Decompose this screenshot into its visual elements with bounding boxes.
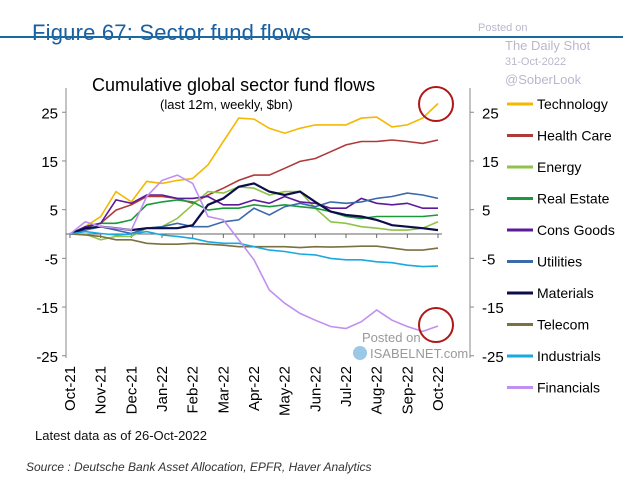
series-line-financials: [69, 174, 439, 333]
highlight-circle-financials: [418, 307, 454, 343]
y-tick-label-right: 25: [482, 105, 499, 122]
series-line-real-estate: [69, 199, 439, 235]
x-tick-label: Feb-22: [185, 366, 202, 414]
watermark-posted-on: Posted on: [478, 22, 528, 34]
source-note: Source : Deutsche Bank Asset Allocation,…: [26, 460, 372, 474]
series-line-cons-goods: [69, 194, 438, 235]
legend-label: Materials: [537, 285, 594, 301]
series-line-health-care: [69, 139, 439, 235]
x-tick-label: Jun-22: [307, 366, 324, 412]
legend-label: Utilities: [537, 254, 582, 270]
isabelnet-globe-icon: [353, 346, 367, 360]
y-tick-label: 15: [41, 154, 58, 171]
y-tick-label-right: -15: [482, 300, 504, 317]
y-tick-label-right: 5: [482, 203, 490, 220]
y-tick-label: 25: [41, 105, 58, 122]
legend-label: Health Care: [537, 128, 612, 144]
y-tick-label-right: -25: [482, 349, 504, 366]
series-line-energy: [70, 185, 439, 241]
y-tick-label-right: 15: [482, 154, 499, 171]
chart-subtitle: (last 12m, weekly, $bn): [160, 97, 293, 112]
legend-label: Cons Goods: [537, 222, 615, 238]
watermark-isabel-site: ISABELNET.com: [370, 346, 468, 361]
legend-label: Financials: [537, 380, 600, 396]
x-tick-label: Apr-22: [246, 366, 263, 411]
watermark-site: The Daily Shot: [505, 38, 591, 53]
y-tick-label: 5: [50, 203, 58, 220]
legend-label: Telecom: [537, 317, 589, 333]
x-tick-label: Oct-21: [62, 366, 79, 411]
chart-title: Cumulative global sector fund flows: [92, 75, 375, 95]
watermark-isabel-posted: Posted on: [362, 330, 421, 345]
x-tick-label: Jul-22: [338, 366, 355, 407]
watermark-date: 31-Oct-2022: [505, 56, 567, 68]
x-tick-label: Dec-21: [123, 366, 140, 414]
legend-label: Real Estate: [537, 191, 610, 207]
x-tick-label: May-22: [277, 366, 294, 416]
y-tick-label: -25: [36, 349, 58, 366]
latest-data-note: Latest data as of 26-Oct-2022: [35, 428, 207, 443]
title-rule: [0, 36, 623, 38]
highlight-circle-technology: [418, 86, 454, 122]
x-tick-label: Sep-22: [399, 366, 416, 414]
y-tick-label: -15: [36, 300, 58, 317]
x-tick-label: Aug-22: [369, 366, 386, 414]
y-tick-label-right: -5: [482, 251, 495, 268]
series-line-industrials: [69, 230, 439, 268]
series-line-technology: [69, 102, 439, 235]
legend-label: Technology: [537, 96, 608, 112]
legend-label: Energy: [537, 159, 581, 175]
y-tick-label: -5: [45, 251, 58, 268]
x-tick-label: Mar-22: [215, 366, 232, 414]
x-tick-label: Jan-22: [154, 366, 171, 412]
figure-title: Figure 67: Sector fund flows: [32, 20, 312, 45]
watermark-handle: @SoberLook: [505, 72, 582, 87]
x-tick-label: Oct-22: [430, 366, 447, 411]
legend-label: Industrials: [537, 348, 601, 364]
x-tick-label: Nov-21: [93, 366, 110, 414]
